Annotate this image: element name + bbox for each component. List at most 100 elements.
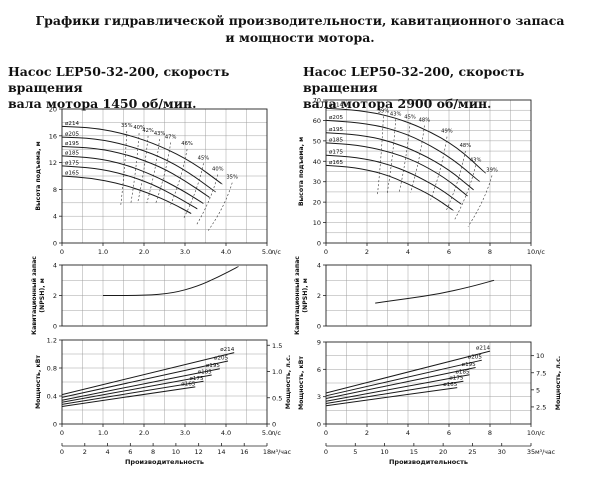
- efficiency-label: 48%: [419, 117, 431, 123]
- efficiency-curve: [207, 182, 233, 231]
- series-line: [61, 175, 192, 214]
- x-tick-label: 3.0: [180, 248, 190, 256]
- series-line: [325, 154, 462, 205]
- page-title: Графики гидравлической производительност…: [0, 12, 600, 46]
- subtitle-1450-line-1: Насос LEP50-32-200, скорость вращения: [8, 64, 230, 95]
- y-tick-label: 0: [317, 240, 321, 248]
- efficiency-curve: [410, 125, 425, 193]
- y-tick-label: 30: [313, 178, 321, 186]
- chart-npsh-2900: 0 2 4 Кавитационный запас (NPSH), м: [293, 256, 532, 335]
- title-line-1: Графики гидравлической производительност…: [35, 13, 565, 28]
- y-tick-label: 9: [317, 339, 321, 347]
- chart-power-1450: 0 0.4 0.8 1.2 Мощность, кВт 0 1.0 2.0 3.0 4.0 5.0л…: [35, 337, 292, 467]
- series-line: [325, 367, 476, 399]
- series-line: [325, 119, 481, 183]
- x-tick-label: 0: [60, 248, 64, 256]
- y-tick-label: 1.2: [47, 337, 57, 345]
- x2-tick-label: 20: [439, 448, 447, 456]
- x2-tick-label: 30: [498, 448, 506, 456]
- series-line: [61, 136, 217, 193]
- series-line: [375, 279, 495, 304]
- x-tick-label: 5.0: [262, 429, 272, 437]
- efficiency-label: 35%: [121, 123, 133, 129]
- x-tick-label: 10: [527, 248, 535, 256]
- series-label: ø185: [65, 150, 80, 156]
- series-line: [61, 165, 198, 210]
- y-tick-label: 16: [49, 132, 57, 140]
- x2-tick-label: 15: [410, 448, 418, 456]
- series-label: ø165: [443, 382, 458, 388]
- y-tick-label: 20: [313, 199, 321, 207]
- y-tick-label: 4: [53, 213, 57, 221]
- subtitle-2900-line-1: Насос LEP50-32-200, скорость вращения: [303, 64, 525, 95]
- y-tick-label: 10: [313, 219, 321, 227]
- y-axis-label: Мощность, кВт: [298, 356, 305, 410]
- y2-tick-label: 1.5: [272, 342, 282, 350]
- x2-tick-label: 12: [195, 448, 203, 456]
- y-tick-label: 8: [53, 186, 57, 194]
- y2-axis-label: Мощность, л.с.: [555, 356, 562, 410]
- series-label: ø165: [329, 160, 344, 166]
- y-tick-label: 0: [317, 323, 321, 331]
- efficiency-label: 46%: [181, 141, 193, 147]
- efficiency-curve: [467, 175, 493, 227]
- efficiency-label: 39%: [486, 168, 498, 174]
- efficiency-curve: [195, 174, 219, 226]
- x-tick-label: 4.0: [221, 429, 231, 437]
- x-tick-label: 2: [365, 429, 369, 437]
- x2-unit-label: м³/час: [535, 449, 556, 456]
- chart-head-1450: 0 4 8 12 16 20 Высота подъема, м 0 1.0 2.0 3.0 4.0 5…: [35, 106, 281, 257]
- chart-grid: [62, 265, 267, 326]
- series-label: ø175: [189, 376, 204, 382]
- efficiency-label: 45%: [404, 114, 416, 120]
- series-line: [325, 132, 474, 191]
- efficiency-curve: [169, 149, 188, 207]
- title-line-2: и мощности мотора.: [225, 30, 375, 45]
- efficiency-curve: [183, 163, 204, 218]
- x-tick-label: 4: [406, 429, 410, 437]
- series-label: ø205: [65, 132, 80, 138]
- efficiency-curve: [146, 139, 160, 204]
- x-tick-label: 8: [488, 248, 492, 256]
- chart-frame: [325, 341, 532, 425]
- x-unit-label: л/с: [271, 248, 281, 256]
- x-tick-label: 10: [527, 429, 535, 437]
- x-tick-label: 8: [488, 429, 492, 437]
- x-unit-label: л/с: [535, 248, 545, 256]
- y-tick-label: 0: [317, 421, 321, 429]
- series-line: [325, 359, 482, 397]
- chart-frame: [61, 339, 268, 425]
- efficiency-curve: [446, 150, 466, 211]
- efficiency-label: 40%: [133, 125, 145, 131]
- x-tick-label: 2.0: [139, 248, 149, 256]
- series-label: ø214: [476, 346, 491, 352]
- x-axis-label: Производительность: [125, 458, 204, 466]
- series-label: ø214: [220, 347, 235, 353]
- series-label: ø205: [468, 355, 483, 361]
- series-label: ø195: [329, 127, 344, 133]
- efficiency-curve: [377, 116, 384, 196]
- efficiency-curve: [453, 165, 476, 221]
- x-tick-label: 1.0: [98, 429, 108, 437]
- x2-tick-label: 0: [60, 448, 64, 456]
- x-unit-label: л/с: [535, 429, 545, 437]
- series-line: [61, 352, 235, 396]
- x2-tick-label: 4: [105, 448, 109, 456]
- x-tick-label: 4: [406, 248, 410, 256]
- y2-tick-label: 1.0: [272, 368, 282, 376]
- series-line: [325, 107, 487, 175]
- y2-tick-label: 2.5: [536, 403, 546, 411]
- efficiency-label: 43%: [154, 131, 166, 137]
- series-label: ø214: [329, 103, 344, 109]
- x2-tick-label: 8: [151, 448, 155, 456]
- subtitle-1450: Насос LEP50-32-200, скорость вращения ва…: [8, 64, 308, 112]
- x-tick-label: 0: [324, 429, 328, 437]
- efficiency-label: 43%: [470, 157, 482, 163]
- y2-tick-label: 10: [536, 352, 544, 360]
- y-tick-label: 2: [317, 292, 321, 300]
- x-tick-label: 0: [324, 248, 328, 256]
- x-tick-label: 4.0: [221, 248, 231, 256]
- y-axis-label: (NPSH), м: [39, 278, 46, 313]
